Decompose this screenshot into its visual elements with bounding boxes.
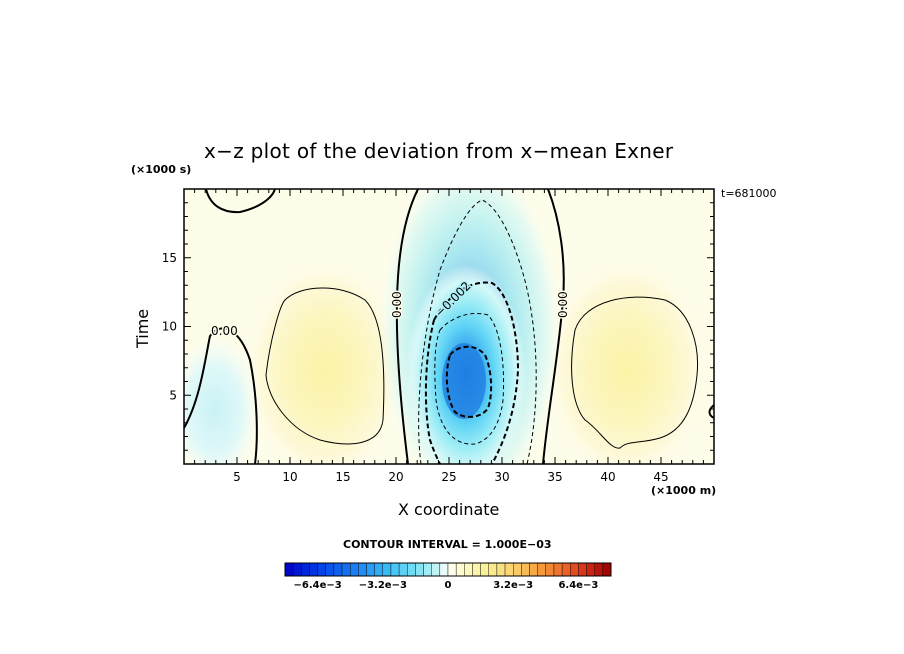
positive-region-left (245, 260, 405, 464)
positive-contour-right (571, 296, 699, 449)
colorbar-cell (513, 562, 522, 577)
x-tick-label: 25 (441, 470, 456, 484)
colorbar-tick-label: −6.4e−3 (293, 580, 341, 591)
colorbar-cell (284, 562, 294, 577)
negative-contour-0.004 (445, 345, 493, 418)
colorbar-cell (488, 562, 498, 577)
colorbar-frame (284, 562, 612, 577)
contour-lines (184, 189, 714, 464)
colorbar-cell (504, 562, 514, 577)
x-tick-label: 20 (388, 470, 403, 484)
contour-interval-label: CONTOUR INTERVAL = 1.000E−03 (343, 538, 552, 551)
y-tick-label: 10 (162, 320, 177, 334)
contour-label-zero-left: 0.00 (211, 324, 238, 338)
colorbar-cell (292, 562, 302, 577)
x-tick-label: 35 (547, 470, 562, 484)
colorbar-cell (398, 562, 408, 577)
x-tick-label: 15 (335, 470, 350, 484)
x-axis-unit: (×1000 m) (651, 484, 717, 497)
colorbar-cell (529, 562, 538, 577)
colorbar-cell (553, 562, 563, 577)
colorbar-cell (464, 562, 473, 577)
colorbar-cell (333, 562, 343, 577)
colorbar-cell (301, 562, 310, 577)
colorbar-cell (537, 562, 547, 577)
x-axis-ticks: 5 10 15 20 25 30 35 40 45 (194, 189, 704, 484)
colorbar-cell (358, 562, 367, 577)
colorbar-cell (578, 562, 587, 577)
colorbar-cell (423, 562, 432, 577)
colorbar-cell (366, 562, 375, 577)
colorbar-cell (415, 562, 424, 577)
colorbar-tick-label: 0 (445, 580, 452, 591)
x-tick-label: 30 (494, 470, 509, 484)
colorbar-cell (374, 562, 383, 577)
colorbar-cell (496, 562, 506, 577)
colorbar-cell (382, 562, 392, 577)
colorbar-cell (570, 562, 579, 577)
y-tick-label: 15 (162, 251, 177, 265)
colorbar-cell (439, 562, 449, 577)
colorbar-tick-label: 3.2e−3 (493, 580, 533, 591)
colorbar-cell (472, 562, 481, 577)
colorbar-cell (602, 562, 612, 577)
contour-label-zero-center-right: 0.00 (556, 291, 570, 318)
colorbar-cell (341, 562, 351, 577)
colorbar-cell (521, 562, 530, 577)
colorbar-cell (455, 562, 465, 577)
y-axis-label: Time (133, 308, 152, 348)
colorbar-cell (325, 562, 335, 577)
colorbar-cell (350, 562, 359, 577)
zero-contour-left (184, 327, 258, 464)
positive-contour-left (265, 287, 385, 445)
colorbar-cell (309, 562, 318, 577)
colorbar-tick-label: 6.4e−3 (558, 580, 598, 591)
colorbar-cell (594, 562, 604, 577)
positive-region-right (547, 260, 707, 464)
colorbar-cell (561, 562, 571, 577)
x-tick-label: 10 (282, 470, 297, 484)
y-axis-unit: (×1000 s) (131, 163, 192, 176)
zero-contour-right-edge (708, 404, 714, 419)
colorbar-tick-label: −3.2e−3 (359, 580, 407, 591)
colorbar-cell (586, 562, 595, 577)
colorbar (284, 562, 612, 577)
colorbar-tick-labels: −6.4e−3 −3.2e−3 0 3.2e−3 6.4e−3 (293, 580, 598, 591)
colorbar-cell (390, 562, 400, 577)
colorbar-cell (407, 562, 416, 577)
zero-contour-center-left (395, 189, 419, 464)
time-label: t=681000 (721, 187, 777, 200)
chart-title: x−z plot of the deviation from x−mean Ex… (204, 139, 674, 163)
colorbar-cell (545, 562, 555, 577)
x-axis-label: X coordinate (398, 500, 500, 519)
y-tick-label: 5 (169, 388, 177, 402)
negative-contour-0.003 (434, 313, 505, 445)
y-axis-ticks: 5 10 15 (162, 202, 714, 451)
colorbar-cell (447, 562, 457, 577)
colorbar-cell (480, 562, 489, 577)
x-tick-label: 45 (653, 470, 668, 484)
x-tick-label: 5 (233, 470, 241, 484)
zero-contour-center-right (542, 189, 565, 464)
x-tick-label: 40 (600, 470, 615, 484)
colorbar-cell (317, 562, 326, 577)
negative-region-center (442, 343, 486, 419)
negative-contour-0.002 (424, 281, 520, 464)
shaded-field (184, 189, 714, 464)
colorbar-cell (431, 562, 441, 577)
contour-label-zero-center-left: 0.00 (390, 291, 404, 318)
zero-contour-top-left (205, 189, 276, 214)
